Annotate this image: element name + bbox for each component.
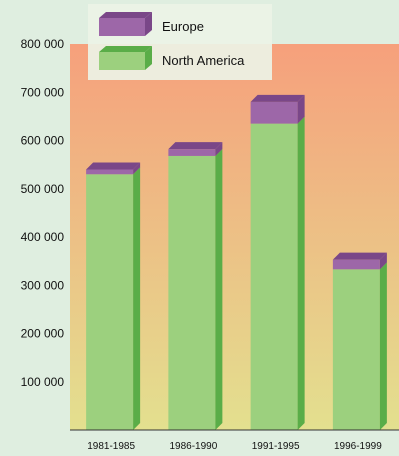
bar-europe-front	[250, 101, 298, 124]
legend-swatch	[99, 12, 152, 36]
bar-top-face	[168, 142, 223, 150]
bar-north-america	[332, 262, 387, 430]
legend-swatch-top	[99, 46, 152, 52]
bar-north-america-side	[379, 262, 387, 430]
bar-europe	[332, 252, 387, 270]
x-axis-tick-labels: 1981-1985 1986-1990 1991-1995 1996-1999	[87, 441, 382, 452]
y-tick-label: 500 000	[21, 182, 65, 196]
bar-europe-side	[215, 142, 223, 156]
y-tick-label: 800 000	[21, 37, 65, 51]
bar-europe-front	[332, 259, 380, 270]
x-tick-label: 1996-1999	[334, 441, 382, 452]
x-tick-label: 1981-1985	[87, 441, 135, 452]
bar-europe-side	[297, 94, 305, 124]
bar-north-america	[86, 167, 141, 430]
x-tick-label: 1991-1995	[252, 441, 300, 452]
bar-europe	[168, 142, 223, 156]
bar-europe-front	[86, 169, 134, 175]
bar-europe-side	[379, 252, 387, 270]
bar-top-face	[250, 94, 305, 102]
bar-north-america-side	[297, 116, 305, 431]
bar-north-america	[168, 148, 223, 430]
bar-top-face	[332, 252, 387, 260]
legend-swatch-side	[145, 46, 152, 70]
bar-north-america-front	[250, 123, 298, 431]
bar-europe	[250, 94, 305, 124]
x-tick-label: 1986-1990	[169, 441, 217, 452]
bar-north-america-side	[133, 167, 141, 430]
legend-swatch-top	[99, 12, 152, 18]
y-tick-label: 100 000	[21, 375, 65, 389]
bar-europe-side	[133, 162, 141, 175]
legend: Europe North America	[88, 4, 272, 80]
bar-north-america-front	[168, 155, 216, 430]
bar-north-america-front	[332, 269, 380, 430]
legend-label: Europe	[162, 19, 204, 34]
legend-swatch-side	[145, 12, 152, 36]
bar-north-america-front	[86, 174, 134, 430]
bar-europe-front	[168, 149, 216, 156]
y-axis-tick-labels: 100 000 200 000 300 000 400 000 500 000 600 0…	[21, 37, 65, 389]
legend-swatch-front	[99, 52, 145, 70]
bar-north-america	[250, 116, 305, 431]
y-tick-label: 200 000	[21, 327, 65, 341]
bar-top-face	[86, 162, 141, 170]
bars	[86, 94, 387, 431]
y-tick-label: 300 000	[21, 278, 65, 292]
y-tick-label: 400 000	[21, 230, 65, 244]
legend-label: North America	[162, 53, 245, 68]
y-tick-label: 700 000	[21, 85, 65, 99]
bar-north-america-side	[215, 148, 223, 430]
y-tick-label: 600 000	[21, 134, 65, 148]
legend-swatch-front	[99, 18, 145, 36]
bar-europe	[86, 162, 141, 175]
legend-swatch	[99, 46, 152, 70]
